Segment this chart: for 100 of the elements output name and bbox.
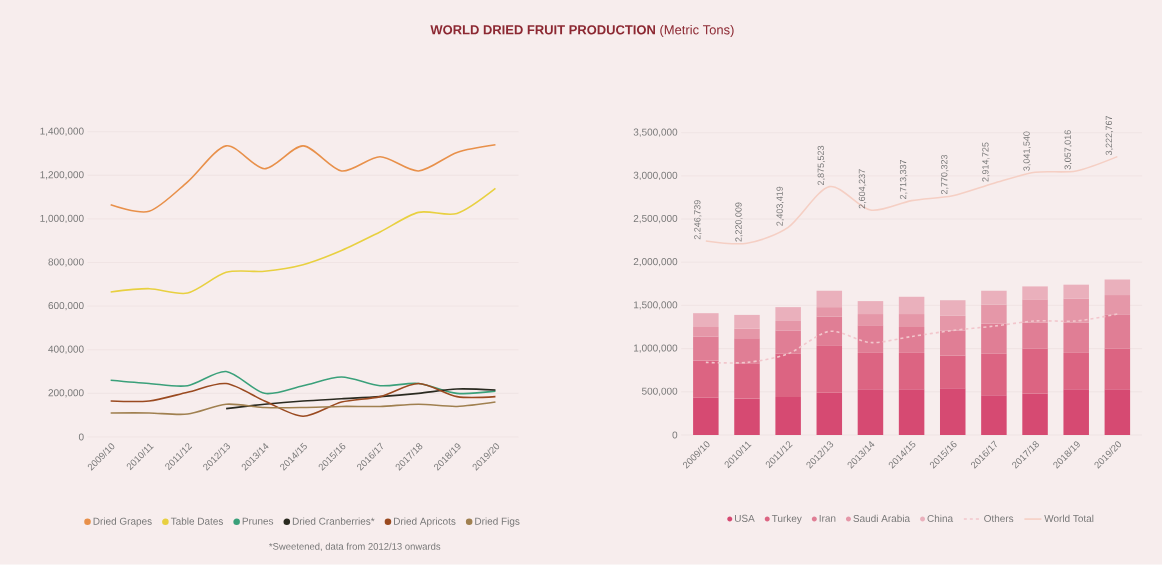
bar <box>981 290 1007 305</box>
bar <box>816 392 843 436</box>
legend-label: Saudi Arabia <box>853 514 911 523</box>
legend-label: Dried Cranberries* <box>292 517 375 525</box>
bar <box>775 307 801 322</box>
data-label: 3,041,540 <box>1023 131 1031 171</box>
data-label: 3,057,016 <box>1064 130 1072 170</box>
bar <box>898 389 925 436</box>
line-series <box>109 370 497 395</box>
legend-label: China <box>927 514 954 523</box>
bar <box>898 296 925 315</box>
bar <box>734 398 760 436</box>
y-tick-label: 1,000,000 <box>634 344 678 353</box>
bar <box>816 345 843 393</box>
y-tick-label: 0 <box>78 433 84 441</box>
legend-label: Dried Grapes <box>93 517 152 527</box>
bar <box>734 338 760 364</box>
bar <box>939 355 966 389</box>
bar <box>1063 284 1089 299</box>
y-tick-label: 500,000 <box>641 387 678 397</box>
bar <box>816 307 843 317</box>
bar <box>939 315 966 331</box>
data-label: 2,604,237 <box>858 169 867 209</box>
bar <box>1022 299 1048 323</box>
legend-label: Dried Apricots <box>394 517 456 527</box>
bar <box>1063 389 1089 436</box>
line-series <box>109 401 497 416</box>
bar <box>981 395 1007 436</box>
bar <box>857 353 884 390</box>
bar <box>1063 298 1089 323</box>
legend-label: Table Dates <box>170 517 223 525</box>
data-label: 2,875,523 <box>817 146 826 186</box>
data-label: 2,246,739 <box>694 200 702 240</box>
data-label: 3,222,767 <box>1105 116 1114 156</box>
bar <box>898 314 925 328</box>
y-tick-label: 400,000 <box>48 345 84 355</box>
bar <box>939 388 966 436</box>
bar <box>981 353 1007 396</box>
line-series <box>705 313 1119 364</box>
bar <box>1022 393 1048 436</box>
legend-label: World Total <box>1044 514 1094 523</box>
data-label: 2,220,009 <box>735 202 743 242</box>
legend-label: Others <box>984 514 1014 523</box>
bar <box>939 330 966 356</box>
bar <box>981 304 1007 324</box>
y-tick-label: 600,000 <box>48 302 84 311</box>
y-tick-label: 1,500,000 <box>634 301 678 310</box>
data-label: 2,770,323 <box>941 155 949 195</box>
data-label: 2,914,725 <box>982 142 990 182</box>
data-label: 2,713,337 <box>899 160 908 200</box>
line-series <box>109 382 497 418</box>
bar <box>734 315 760 329</box>
bar <box>898 327 925 354</box>
bar <box>693 360 719 398</box>
bar <box>775 321 801 331</box>
bar <box>857 301 884 315</box>
y-tick-label: 1,000,000 <box>40 214 84 224</box>
bar <box>1104 315 1131 349</box>
y-tick-label: 2,000,000 <box>633 258 678 267</box>
y-tick-label: 800,000 <box>48 258 84 267</box>
bar <box>1104 295 1131 316</box>
legend-label: Turkey <box>771 514 802 525</box>
legend-label: Iran <box>819 515 836 523</box>
bar <box>1063 322 1089 354</box>
y-tick-label: 1,200,000 <box>40 171 84 180</box>
legend-label: Prunes <box>242 517 274 525</box>
bar <box>693 327 719 337</box>
data-label: 2,403,419 <box>776 186 784 226</box>
text: WORLD DRIED FRUIT PRODUCTION (Metric Tons) <box>430 25 734 38</box>
bar <box>1063 353 1089 390</box>
bar <box>693 313 719 328</box>
text: *Sweetened, data from 2012/13 onwards <box>269 542 441 552</box>
y-tick-label: 3,500,000 <box>633 128 678 137</box>
bar <box>981 323 1007 354</box>
bar <box>775 353 801 398</box>
bar <box>1104 279 1131 296</box>
bar <box>939 300 966 316</box>
legend-label: USA <box>735 515 755 523</box>
bar <box>775 330 801 354</box>
bar <box>816 316 843 346</box>
y-tick-label: 0 <box>672 431 678 439</box>
y-tick-label: 1,400,000 <box>40 127 84 136</box>
bar <box>775 397 801 436</box>
line-series <box>225 388 497 410</box>
bar <box>734 328 760 339</box>
bar <box>1104 389 1131 436</box>
bar <box>693 397 719 436</box>
y-tick-label: 2,500,000 <box>633 215 678 224</box>
bar <box>857 389 884 436</box>
line-series <box>109 187 497 295</box>
legend-label: Dried Figs <box>475 517 520 527</box>
bar <box>1022 322 1048 349</box>
bar <box>857 314 884 326</box>
bar <box>857 325 884 354</box>
y-tick-label: 200,000 <box>48 389 84 398</box>
bar <box>693 336 719 361</box>
line-series <box>109 144 497 213</box>
bar <box>1022 286 1048 300</box>
bar <box>1104 348 1131 390</box>
y-tick-label: 3,000,000 <box>633 171 678 181</box>
